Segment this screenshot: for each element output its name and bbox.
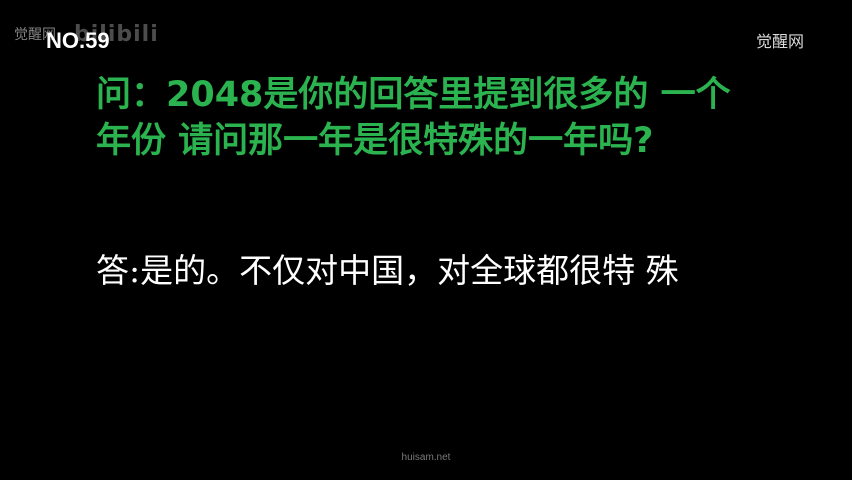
bilibili-logo: bilibili [74,22,159,47]
question-text: 问：2048是你的回答里提到很多的 一个年份 请问那一年是很特殊的一年吗? [96,75,731,161]
footer-source: huisam.net [401,452,451,463]
site-watermark-left: 觉醒网 [14,27,56,43]
site-watermark-right: 觉醒网 [755,32,804,51]
episode-number: NO.59 [46,28,110,53]
top-left-watermark: 觉醒网 bilibili NO.59 [14,22,158,53]
answer-text: 答:是的。不仅对中国，对全球都很特 殊 [96,251,679,290]
